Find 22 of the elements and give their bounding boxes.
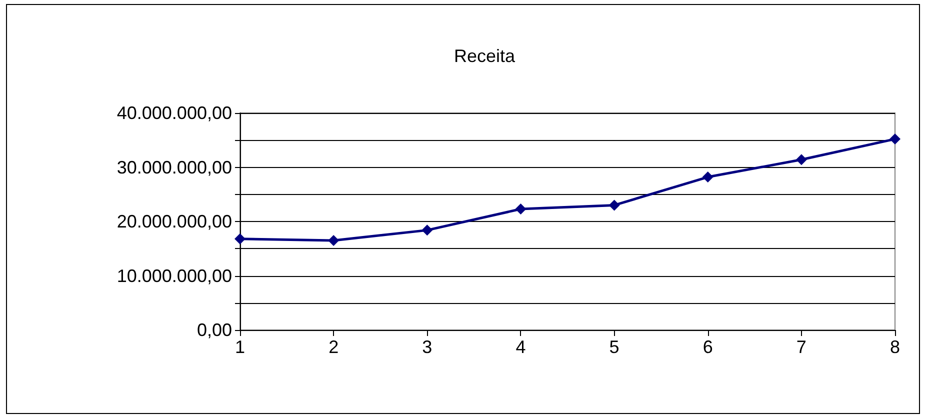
point bbox=[608, 200, 620, 211]
point bbox=[515, 204, 526, 215]
y-tick-label: 20.000.000,00 bbox=[116, 212, 232, 232]
x-tick-label: 1 bbox=[234, 337, 246, 357]
point bbox=[702, 172, 714, 183]
x-tick-label: 7 bbox=[796, 337, 806, 357]
point bbox=[890, 134, 900, 145]
y-tick-label: 0,00 bbox=[196, 320, 232, 340]
point bbox=[796, 154, 807, 166]
y-tick-label: 40.000.000,00 bbox=[116, 103, 232, 123]
point bbox=[234, 233, 246, 244]
y-tick-label: 10.000.000,00 bbox=[116, 266, 232, 286]
point bbox=[328, 234, 340, 246]
chart-title: Receita bbox=[454, 46, 516, 66]
x-tick-label: 4 bbox=[516, 337, 526, 357]
point bbox=[422, 224, 433, 236]
x-tick-label: 8 bbox=[890, 337, 900, 357]
x-tick-label: 5 bbox=[609, 337, 620, 357]
x-tick-label: 2 bbox=[328, 337, 339, 357]
x-tick-label: 6 bbox=[702, 337, 713, 357]
x-tick-label: 3 bbox=[422, 337, 432, 357]
y-tick-label: 30.000.000,00 bbox=[116, 157, 232, 178]
